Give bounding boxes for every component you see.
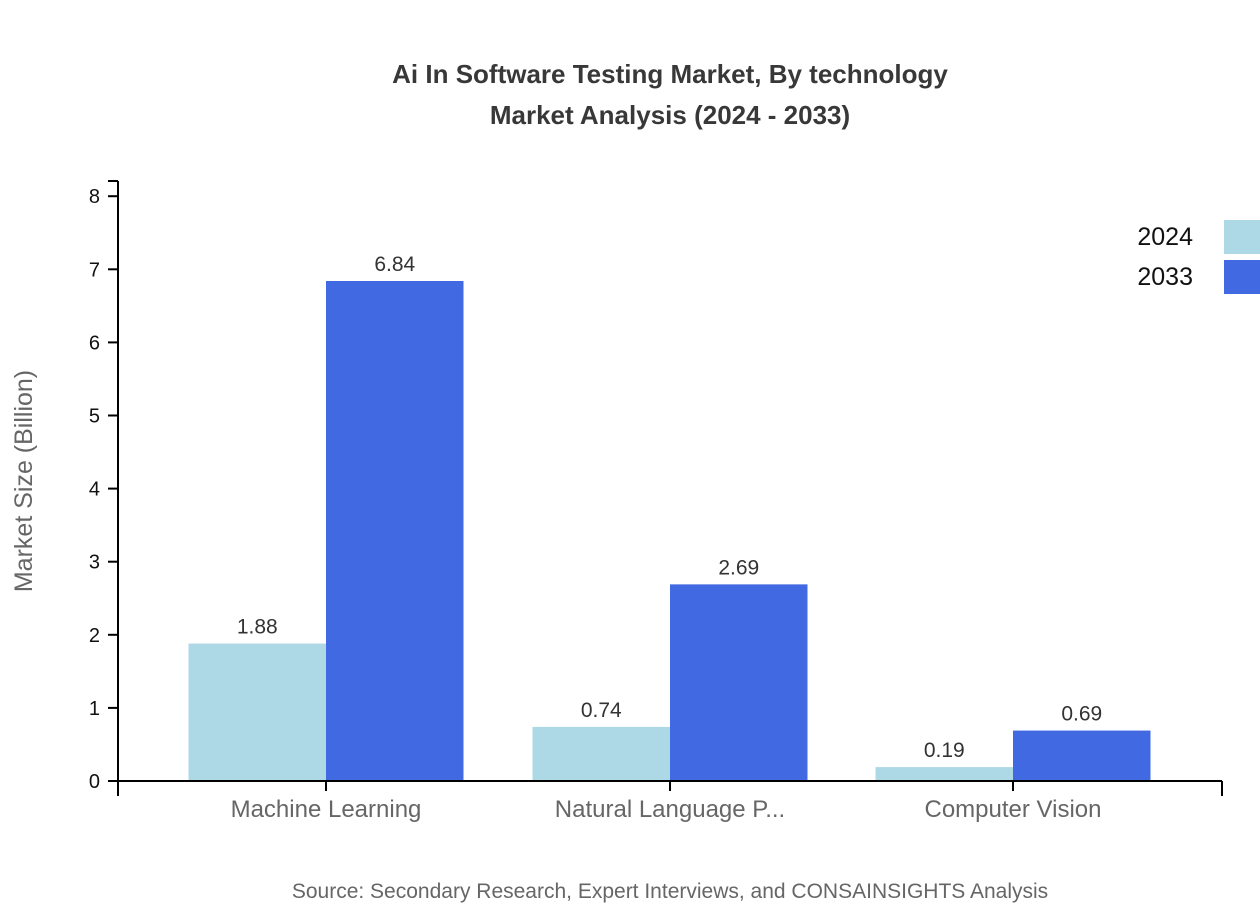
bar-2033-natural-language-p-[interactable] xyxy=(670,584,808,781)
y-tick-label: 4 xyxy=(89,479,100,501)
value-label-2033: 2.69 xyxy=(718,556,759,579)
y-tick-label: 1 xyxy=(89,698,100,720)
y-tick-label: 0 xyxy=(89,771,100,793)
legend-item-2024[interactable]: 2024 xyxy=(1137,220,1260,254)
category-label: Machine Learning xyxy=(231,796,422,823)
legend-swatch-2024 xyxy=(1224,220,1260,254)
chart-title-line1: Ai In Software Testing Market, By techno… xyxy=(392,59,948,89)
bar-2024-computer-vision[interactable] xyxy=(875,767,1014,781)
value-label-2024: 1.88 xyxy=(237,616,278,639)
y-tick-label: 6 xyxy=(89,332,100,354)
legend-swatch-2033 xyxy=(1224,260,1260,294)
y-tick-label: 5 xyxy=(89,406,100,428)
value-label-2033: 0.69 xyxy=(1061,703,1102,726)
value-label-2024: 0.74 xyxy=(581,699,622,722)
chart-title: Ai In Software Testing Market, By techno… xyxy=(80,54,1260,136)
y-tick-label: 8 xyxy=(89,186,100,208)
category-label: Computer Vision xyxy=(925,796,1102,823)
y-tick-label: 2 xyxy=(89,625,100,647)
bar-2024-machine-learning[interactable] xyxy=(188,643,327,781)
value-label-2033: 6.84 xyxy=(374,253,415,276)
legend-item-2033[interactable]: 2033 xyxy=(1137,260,1260,294)
legend-label-2033: 2033 xyxy=(1137,263,1193,291)
y-axis-title: Market Size (Billion) xyxy=(10,370,38,592)
value-label-2024: 0.19 xyxy=(924,739,965,762)
legend-label-2024: 2024 xyxy=(1137,223,1193,251)
chart-legend: 2024 2033 xyxy=(1137,220,1260,294)
y-tick-label: 7 xyxy=(89,259,100,281)
y-tick-label: 3 xyxy=(89,552,100,574)
bar-2033-machine-learning[interactable] xyxy=(326,281,464,781)
source-note: Source: Secondary Research, Expert Inter… xyxy=(291,880,1049,903)
bar-2024-natural-language-p-[interactable] xyxy=(532,726,671,781)
bar-2033-computer-vision[interactable] xyxy=(1013,730,1151,781)
chart-title-line2: Market Analysis (2024 - 2033) xyxy=(489,100,851,130)
category-label: Natural Language P... xyxy=(555,796,785,823)
